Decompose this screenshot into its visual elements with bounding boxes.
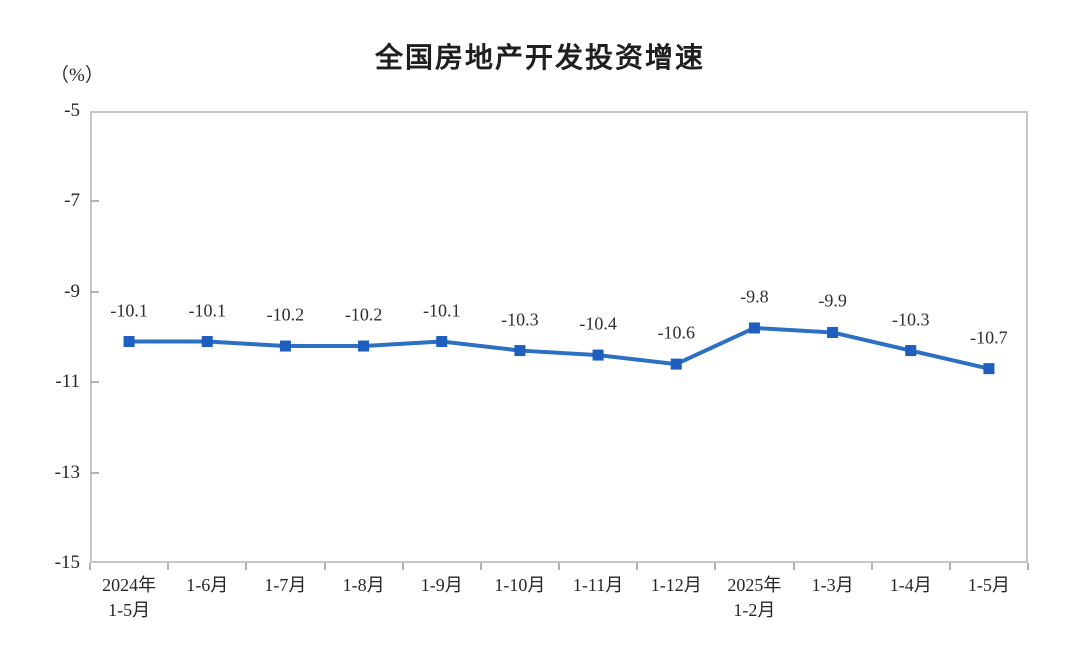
- plot-area: [90, 111, 1028, 563]
- x-tick-label: 2025年 1-2月: [727, 575, 782, 620]
- data-point-marker: [201, 336, 213, 348]
- x-tick-mark: [479, 563, 482, 570]
- y-axis-unit-label: （%）: [50, 65, 104, 86]
- data-point-marker: [748, 322, 760, 334]
- y-tick-label: -13: [54, 461, 80, 483]
- x-tick-mark: [245, 563, 248, 570]
- y-tick-label: -5: [64, 100, 80, 121]
- y-tick-mark: [90, 290, 99, 293]
- data-point-label: -10.7: [970, 327, 1008, 348]
- x-tick-mark: [323, 563, 326, 570]
- data-point-marker: [436, 336, 448, 348]
- chart-title: 全国房地产开发投资增速: [374, 42, 705, 73]
- x-tick-label: 1-4月: [889, 575, 932, 595]
- data-point-marker: [514, 345, 526, 357]
- data-point-label: -10.4: [579, 313, 617, 334]
- y-tick-mark: [90, 471, 99, 474]
- x-tick-mark: [792, 563, 795, 570]
- data-point-label: -10.2: [266, 304, 305, 325]
- data-point-label: -10.1: [188, 300, 227, 321]
- x-tick-mark: [948, 563, 951, 570]
- x-tick-label: 1-8月: [342, 575, 385, 595]
- y-tick-label: -7: [64, 190, 80, 212]
- data-point-label: -9.9: [818, 290, 847, 311]
- x-tick-mark: [558, 563, 560, 570]
- x-tick-label: 1-10月: [494, 575, 546, 595]
- y-tick-label: -11: [55, 371, 80, 393]
- data-point-marker: [279, 340, 291, 352]
- x-tick-label: 1-9月: [420, 575, 463, 595]
- data-point-label: -10.3: [892, 309, 930, 330]
- y-tick-label: -9: [64, 280, 80, 302]
- data-point-marker: [123, 336, 135, 348]
- x-tick-label: 1-3月: [811, 575, 854, 595]
- x-tick-label: 1-11月: [572, 575, 624, 595]
- x-tick-mark: [714, 563, 717, 570]
- x-tick-mark: [870, 563, 873, 570]
- x-tick-mark: [1027, 563, 1029, 570]
- data-point-marker: [592, 349, 604, 361]
- x-tick-mark: [167, 563, 170, 570]
- x-tick-label: 1-6月: [186, 575, 229, 595]
- data-point-label: -10.1: [423, 300, 461, 321]
- x-tick-label: 1-5月: [967, 575, 1010, 595]
- data-point-marker: [670, 358, 682, 370]
- x-tick-label: 2024年 1-5月: [102, 575, 157, 620]
- x-tick-label: 1-12月: [650, 575, 702, 595]
- x-tick-mark: [636, 563, 639, 570]
- data-point-marker: [827, 326, 839, 338]
- data-point-marker: [983, 363, 995, 375]
- series-line: [129, 325, 990, 371]
- data-point-marker: [358, 340, 370, 352]
- data-point-label: -10.6: [657, 322, 696, 343]
- data-point-label: -9.8: [740, 286, 769, 307]
- x-tick-mark: [401, 563, 404, 570]
- data-point-marker: [905, 345, 917, 357]
- data-point-label: -10.3: [501, 309, 539, 330]
- y-tick-label: -15: [54, 552, 80, 573]
- data-point-label: -10.2: [344, 304, 383, 325]
- x-tick-mark: [89, 563, 91, 570]
- y-tick-mark: [90, 200, 99, 203]
- y-tick-mark: [90, 381, 99, 384]
- x-tick-label: 1-7月: [264, 575, 307, 595]
- data-point-label: -10.1: [110, 300, 148, 321]
